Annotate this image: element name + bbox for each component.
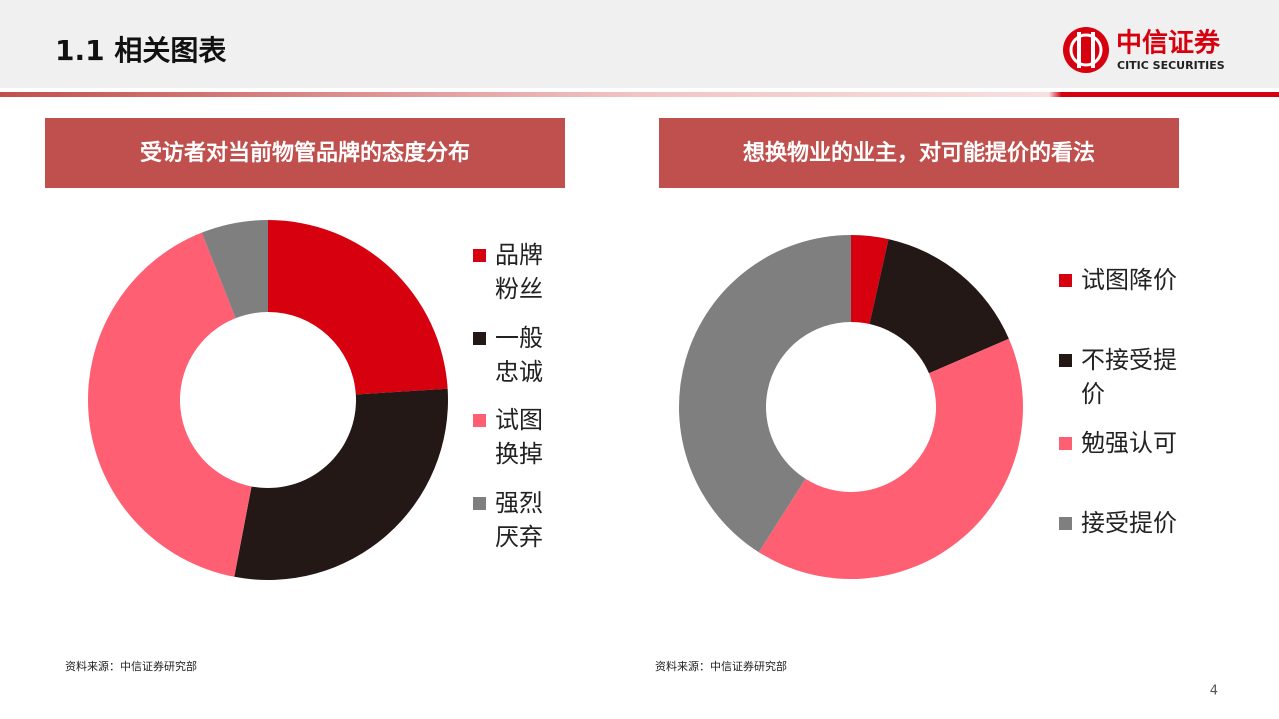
legend-label: 接受提价: [1081, 509, 1177, 537]
legend-swatch: [473, 497, 486, 510]
legend-label: 不接受提价: [1081, 346, 1177, 408]
logo-cn: 中信证券: [1116, 29, 1221, 59]
chart-title: 想换物业的业主，对可能提价的看法: [743, 140, 1095, 166]
source-note: 资料来源：中信证券研究部: [655, 660, 787, 673]
chart-title-box: [45, 118, 565, 188]
legend-swatch: [1059, 274, 1072, 287]
legend-label: 试图换掉: [495, 406, 543, 468]
legend-swatch: [473, 249, 486, 262]
legend-label: 一般忠诚: [495, 324, 543, 386]
donut-slice: [234, 388, 448, 581]
legend-label: 品牌粉丝: [495, 241, 543, 303]
legend-swatch: [1059, 437, 1072, 450]
donut-slice: [268, 220, 448, 395]
legend-swatch: [1059, 354, 1072, 367]
donut-slice: [758, 338, 1024, 579]
donut-slice: [678, 235, 851, 553]
header-rule: [0, 92, 1279, 97]
legend-label: 强烈厌弃: [495, 489, 543, 551]
legend-label: 试图降价: [1081, 266, 1177, 294]
legend-swatch: [1059, 517, 1072, 530]
donut-slice: [201, 220, 268, 319]
page-number: 4: [1210, 684, 1218, 699]
donut-slice: [88, 232, 252, 577]
slide-title: 1.1 相关图表: [55, 34, 226, 67]
logo: 中信证券 CITIC SECURITIES: [1063, 27, 1225, 73]
legend-label: 勉强认可: [1081, 429, 1177, 457]
chart-title: 受访者对当前物管品牌的态度分布: [140, 140, 470, 166]
donut-slice: [851, 235, 889, 325]
donut-slice: [869, 239, 1009, 374]
legend-swatch: [473, 414, 486, 427]
source-note: 资料来源：中信证券研究部: [65, 660, 197, 673]
legend-swatch: [473, 332, 486, 345]
logo-en: CITIC SECURITIES: [1117, 59, 1225, 72]
chart-title-box: [659, 118, 1179, 188]
